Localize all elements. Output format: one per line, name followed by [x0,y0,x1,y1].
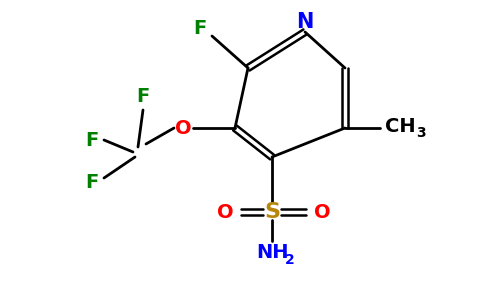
Text: 2: 2 [285,253,295,267]
Text: F: F [136,88,150,106]
Text: O: O [175,118,191,137]
Text: O: O [217,202,233,221]
Text: F: F [194,19,207,38]
Text: O: O [314,202,330,221]
Text: F: F [85,172,99,191]
Text: 3: 3 [416,126,426,140]
Text: F: F [85,130,99,149]
Text: NH: NH [256,244,288,262]
Text: CH: CH [385,116,415,136]
Text: N: N [296,12,314,32]
Text: S: S [264,202,280,222]
